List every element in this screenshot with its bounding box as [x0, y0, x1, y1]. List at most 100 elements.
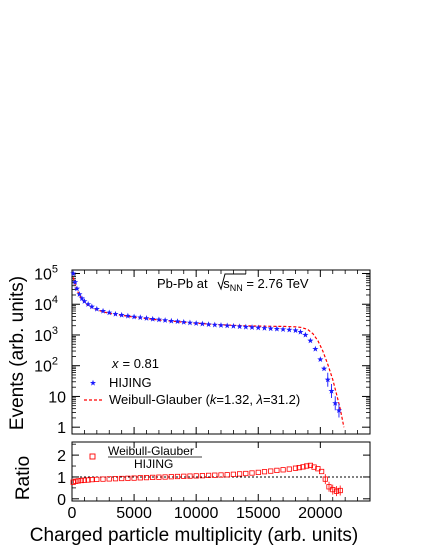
ratio-point	[304, 463, 310, 469]
top-plot-frame	[71, 269, 371, 435]
hijing-point	[199, 320, 206, 327]
hijing-point	[321, 365, 328, 372]
bottom-y-axis-label: Ratio	[13, 456, 34, 500]
ratio-point	[100, 476, 106, 482]
ratio-point	[286, 466, 292, 472]
ratio-point	[174, 473, 181, 480]
legend-hijing-label: HIJING	[109, 375, 152, 390]
top-y-tick-label: 104	[34, 294, 58, 314]
hijing-point	[317, 356, 324, 363]
hijing-point	[93, 305, 100, 312]
legend-wg-prefix: Weibull-Glauber (	[109, 392, 211, 407]
hijing-point	[112, 310, 119, 317]
hijing-point	[131, 313, 138, 320]
hijing-point	[224, 322, 231, 329]
hijing-point	[143, 315, 150, 321]
x-tick-label: 5000	[116, 505, 152, 522]
ratio-point	[315, 466, 321, 472]
hijing-point	[174, 318, 181, 325]
hijing-point	[162, 317, 169, 323]
top-series-layer	[70, 270, 345, 428]
hijing-point	[73, 285, 81, 292]
top-y-tick-label: 105	[34, 264, 58, 284]
ratio-point	[243, 470, 249, 477]
legend-wg-label: Weibull-Glauber (k=1.32, λ=31.2)	[109, 392, 300, 407]
title-sqrt-sub: NN	[230, 283, 243, 293]
ratio-point	[218, 472, 224, 478]
ratio-point	[81, 477, 87, 483]
hijing-point	[106, 309, 113, 316]
ratio-point	[89, 476, 95, 483]
bottom-y-tick-label: 2	[57, 448, 66, 465]
x-axis-label: Charged particle multiplicity (arb. unit…	[30, 525, 358, 546]
legend-wg-lambda: λ	[256, 392, 263, 407]
hijing-point	[302, 331, 309, 338]
top-y-tick-label: 102	[34, 356, 58, 376]
x-annotation: x = 0.81	[111, 356, 159, 371]
hijing-point	[85, 301, 92, 307]
ratio-point	[78, 477, 84, 484]
bottom-panel: 0 1 2 0 5000 10000 15000 20000 Ratio Charged p…	[13, 441, 371, 546]
hijing-point	[137, 314, 144, 321]
ratio-point	[311, 464, 317, 470]
hijing-point	[76, 291, 83, 297]
bottom-y-axis: 0 1 2	[57, 443, 370, 509]
hijing-point	[124, 312, 131, 319]
ratio-point	[143, 474, 150, 481]
ratio-point	[156, 474, 162, 480]
hijing-point	[217, 322, 225, 328]
hijing-point	[242, 323, 249, 330]
svg-text:Pb-Pb at sNN = 2.76 TeV: Pb-Pb at sNN = 2.76 TeV	[157, 276, 309, 293]
hijing-point	[307, 337, 314, 344]
top-panel: 1 10 102 103 104 105 Events (arb. units) Pb-P…	[7, 264, 371, 437]
ratio-point	[137, 475, 143, 481]
ratio-point	[85, 477, 91, 483]
ratio-point	[131, 475, 137, 481]
ratio-point	[94, 476, 100, 483]
bottom-y-tick-label: 1	[57, 470, 66, 487]
ratio-point	[224, 472, 230, 478]
hijing-point	[297, 328, 304, 335]
x-annotation-var: x	[111, 356, 119, 371]
ratio-point	[318, 468, 325, 475]
hijing-point	[186, 319, 193, 326]
title-sqrt-base: s	[223, 276, 230, 291]
top-y-tick-label: 10	[48, 389, 66, 406]
ratio-point	[296, 464, 302, 471]
ratio-point	[261, 469, 268, 475]
hijing-point	[78, 295, 85, 301]
top-y-tick-label: 103	[34, 325, 58, 345]
ratio-point	[106, 476, 112, 482]
ratio-point	[236, 471, 243, 477]
ratio-point	[300, 464, 306, 470]
hijing-point	[312, 345, 319, 352]
ratio-point	[112, 476, 119, 482]
sqrt-sign	[217, 273, 246, 291]
hijing-point	[249, 324, 256, 330]
ratio-point	[199, 473, 205, 479]
hijing-point	[273, 325, 280, 332]
legend-star-shape	[89, 379, 97, 386]
ratio-point	[249, 470, 255, 476]
ratio-point	[125, 475, 131, 481]
ratio-point	[274, 467, 280, 474]
ratio-point	[230, 471, 236, 477]
ratio-point	[162, 474, 168, 480]
hijing-point	[261, 324, 268, 331]
ratio-point	[75, 478, 81, 484]
ratio-legend-denominator: HIJING	[134, 457, 173, 471]
ratio-point	[307, 462, 314, 469]
hijing-point	[292, 327, 299, 334]
top-y-axis: 1 10 102 103 104 105	[34, 264, 370, 437]
hijing-point	[230, 322, 237, 329]
ratio-point	[193, 473, 199, 479]
bottom-series-layer	[70, 462, 343, 497]
hijing-point	[88, 303, 95, 310]
legend-hijing-marker	[89, 379, 97, 386]
hijing-point	[180, 318, 187, 325]
hijing-point	[70, 270, 77, 277]
legend-wg-k: k	[210, 392, 218, 407]
legend-wg-lambda-val: =31.2)	[263, 392, 300, 407]
top-y-axis-label: Events (arb. units)	[7, 276, 28, 430]
